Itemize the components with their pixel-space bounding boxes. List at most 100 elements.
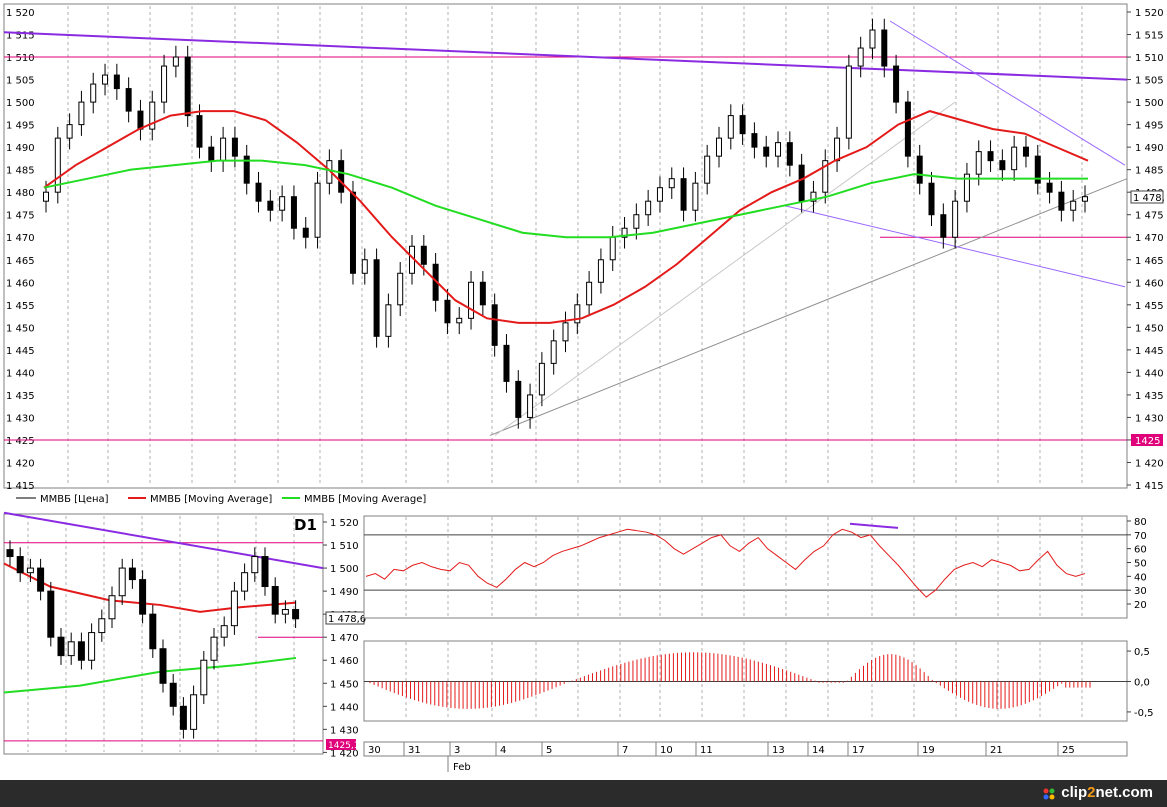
candle-body — [255, 182, 262, 202]
mini-trend-purple — [3, 511, 324, 570]
y-tick-label-left: 1 450 — [6, 323, 35, 334]
candle-body — [963, 173, 970, 202]
candle-body — [397, 272, 404, 306]
main-y-axis-left: 1 520 1 515 1 510 1 505 1 500 1 495 1 490 1 485… — [6, 8, 35, 492]
y-tick-label-right: 1 515 — [1135, 31, 1164, 42]
candle-body — [586, 281, 593, 306]
oscillator-y-axis: 80 70 60 50 40 30 20 — [1127, 517, 1147, 611]
candle-body — [609, 236, 616, 261]
candle-body — [763, 146, 770, 157]
candle-body — [1034, 155, 1041, 184]
mini-candle-body — [179, 705, 187, 730]
mini-candle-body — [88, 632, 96, 661]
candle-body — [857, 47, 864, 67]
candle-body — [1070, 200, 1077, 211]
mini-y-tick-label: 1 500 — [330, 564, 359, 575]
mini-candle-body — [149, 613, 157, 650]
macd-panel[interactable]: 0,5 0,0 -0,5 — [363, 640, 1154, 722]
mini-candle-body — [108, 595, 116, 620]
y-tick-label-right: 1 470 — [1135, 233, 1164, 244]
mini-candle-body — [128, 567, 136, 581]
oscillator-line — [365, 522, 1086, 598]
y-tick-label-left: 1 515 — [6, 31, 35, 42]
chart-canvas[interactable]: 1 520 1 515 1 510 1 505 1 500 1 495 1 490 1 485… — [0, 0, 1167, 780]
candle-body — [692, 182, 699, 211]
candle-body — [928, 182, 935, 216]
candle-body — [172, 56, 179, 67]
y-tick-label-right: 1 505 — [1135, 76, 1164, 87]
mini-candle-body — [190, 694, 198, 730]
candle-body — [869, 29, 876, 49]
ma-green-line — [43, 159, 1088, 239]
mini-candle-body — [6, 549, 14, 558]
mini-y-tick-label: 1 490 — [330, 587, 359, 598]
candle-body — [751, 133, 758, 148]
candle-body — [302, 227, 309, 238]
osc-y-tick-label: 40 — [1134, 572, 1147, 583]
month-label: Feb — [453, 762, 471, 773]
y-tick-label-right: 1 485 — [1135, 166, 1164, 177]
mini-price-label: 1 478,6 — [325, 611, 366, 625]
logo-dots-icon — [1043, 788, 1055, 800]
trend-line-gray — [489, 178, 1128, 436]
main-price-panel[interactable]: 1 520 1 515 1 510 1 505 1 500 1 495 1 490 1 485… — [3, 3, 1165, 505]
mini-plot-area[interactable] — [3, 513, 324, 755]
candle-body — [786, 142, 793, 166]
mini-y-tick-label: 1 430 — [330, 725, 359, 736]
price-label: 1 478, — [1130, 190, 1165, 204]
mini-candle-body — [210, 636, 218, 661]
mini-candle-body — [281, 609, 289, 615]
candle-body — [845, 65, 852, 139]
oscillator-plot-area[interactable] — [363, 515, 1128, 619]
y-tick-label-right: 1 450 — [1135, 323, 1164, 334]
main-plot-area[interactable] — [3, 3, 1128, 489]
oscillator-panel[interactable]: 80 70 60 50 40 30 20 — [363, 515, 1147, 619]
timeframe-label: D1 — [294, 516, 317, 534]
candle-body — [196, 115, 203, 148]
main-gridlines — [67, 6, 1083, 486]
mini-price-label-text: 1 478,6 — [328, 614, 366, 625]
candle-body — [715, 137, 722, 157]
mini-candle-body — [57, 636, 65, 657]
candle-body — [137, 110, 144, 130]
y-tick-label-right: 1 420 — [1135, 458, 1164, 469]
y-tick-label-left: 1 475 — [6, 211, 35, 222]
mini-candle-body — [169, 682, 177, 707]
y-tick-label-left: 1 460 — [6, 278, 35, 289]
candle-body — [113, 74, 120, 90]
candle-body — [456, 317, 463, 324]
candle-body — [975, 151, 982, 175]
candle-body — [810, 191, 817, 202]
mini-level-label-text: 1425,1 — [328, 741, 360, 751]
horizontal-levels[interactable] — [4, 56, 1127, 441]
osc-y-tick-label: 20 — [1134, 600, 1147, 611]
y-tick-label-right: 1 455 — [1135, 301, 1164, 312]
candle-body — [125, 88, 132, 112]
y-tick-label-right: 1 500 — [1135, 98, 1164, 109]
candle-body — [704, 155, 711, 184]
candle-body — [621, 227, 628, 238]
candle-body — [208, 146, 215, 162]
candle-body — [656, 187, 663, 202]
mini-ma-red — [3, 562, 297, 613]
mini-y-tick-label: 1 420 — [330, 748, 359, 759]
mini-candle-body — [292, 609, 300, 620]
y-tick-label-right: 1 415 — [1135, 481, 1164, 492]
date-label: 10 — [660, 745, 673, 756]
candle-body — [893, 65, 900, 103]
candle-body — [680, 178, 687, 211]
y-tick-label-right: 1 495 — [1135, 121, 1164, 132]
candle-body — [881, 29, 888, 67]
mini-candle-body — [261, 556, 269, 588]
y-tick-label-left: 1 505 — [6, 76, 35, 87]
candle-body — [444, 299, 451, 324]
y-tick-label-left: 1 510 — [6, 53, 35, 64]
trend-lines[interactable] — [3, 20, 1128, 436]
date-label: 30 — [368, 745, 381, 756]
candle-body — [161, 65, 168, 103]
y-tick-label-left: 1 520 — [6, 8, 35, 19]
y-tick-label-right: 1 430 — [1135, 413, 1164, 424]
y-tick-label-left: 1 455 — [6, 301, 35, 312]
